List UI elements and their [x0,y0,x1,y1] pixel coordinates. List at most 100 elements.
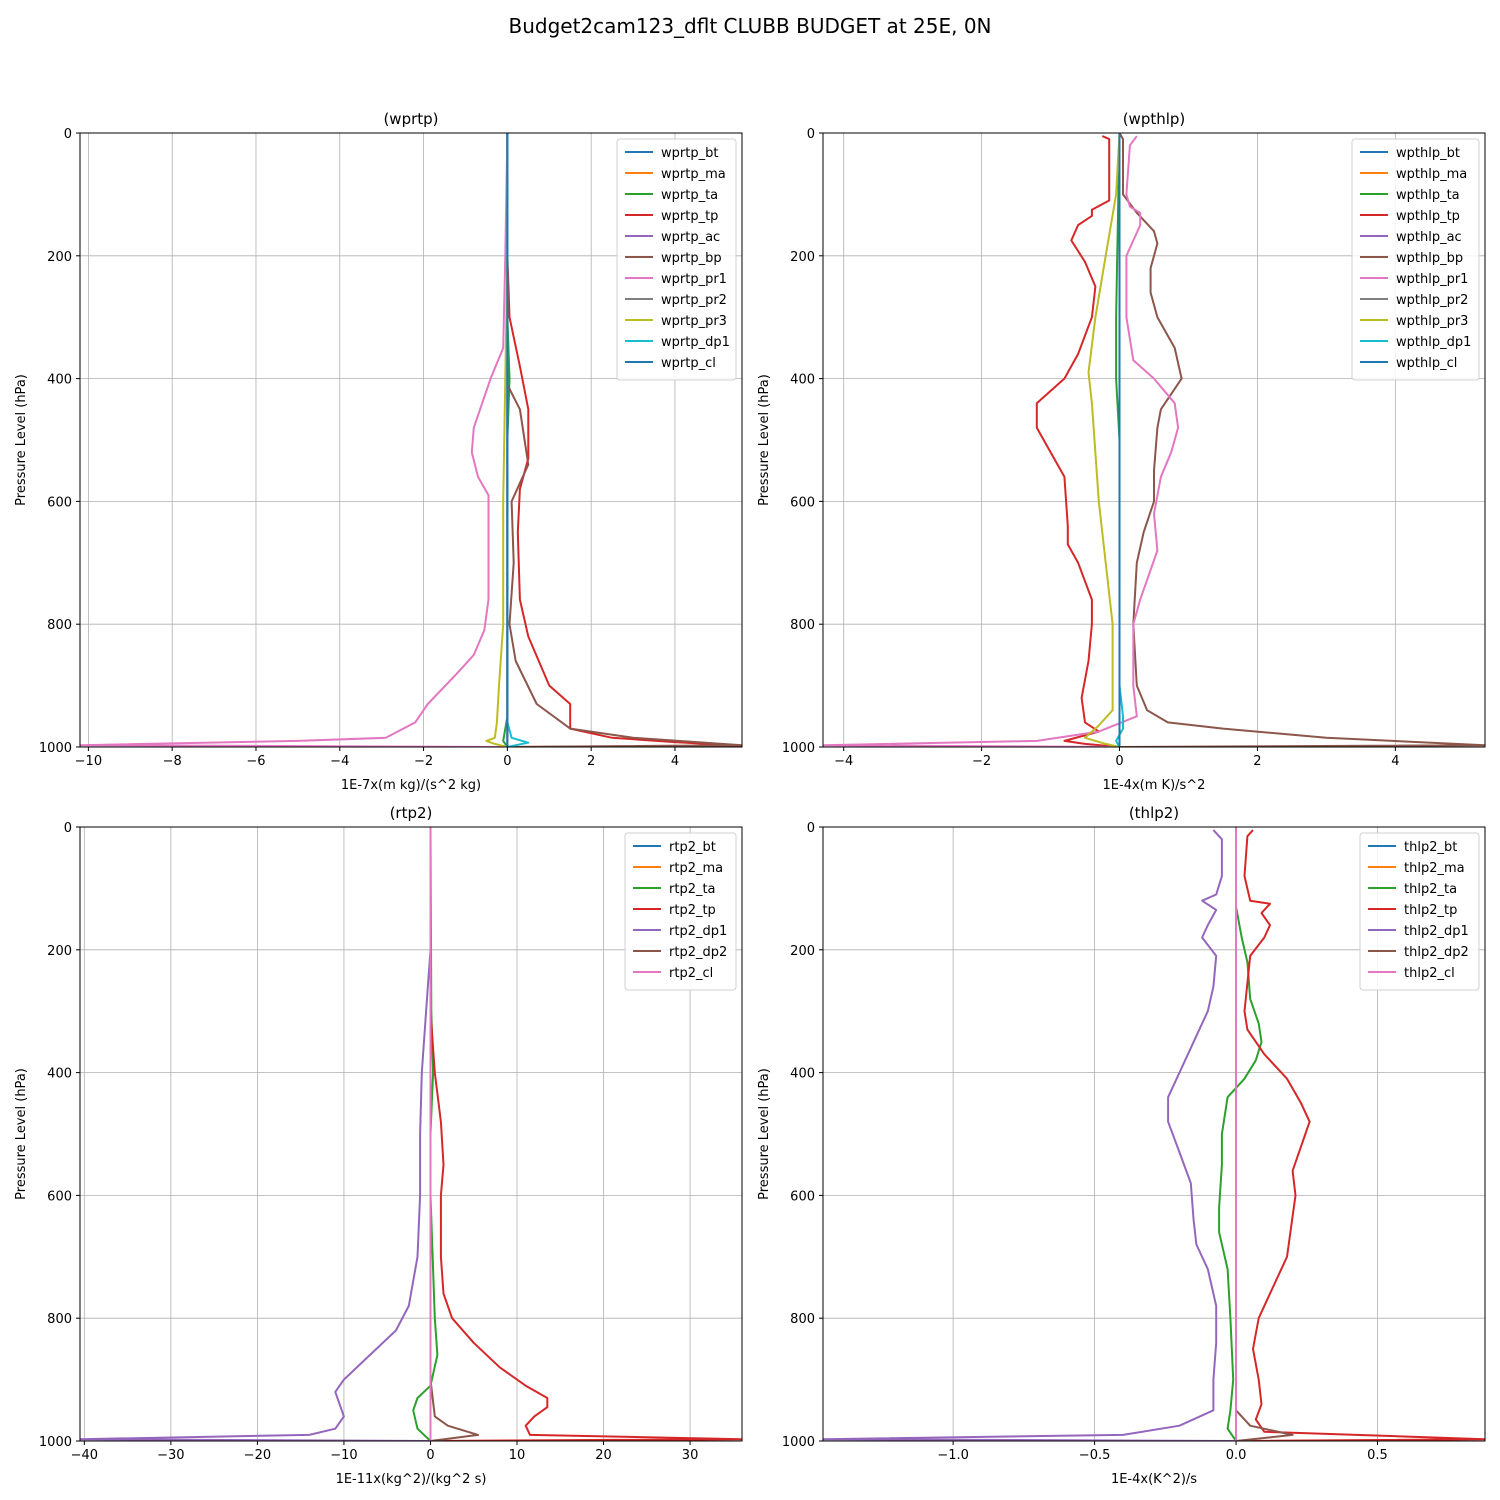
y-tick-label: 800 [47,618,72,633]
y-tick-label: 200 [47,250,72,265]
legend-entry: thlp2_dp1 [1404,924,1469,939]
x-tick-label: 0.0 [1226,1448,1247,1463]
y-tick-label: 400 [47,373,72,388]
legend-entry: wprtp_cl [661,356,716,371]
y-tick-label: 800 [790,1312,815,1327]
legend-entry: rtp2_bt [669,840,716,855]
x-tick-label: 4 [671,754,679,769]
x-tick-label: −40 [71,1448,98,1463]
legend: rtp2_bt rtp2_ma rtp2_ta rtp2_tp rtp2_dp1 rtp2… [624,832,737,991]
legend-entry: wprtp_tp [661,209,718,224]
y-tick-label: 0 [64,821,72,836]
x-tick-label: 4 [1391,754,1399,769]
y-tick-label: 1000 [39,741,72,756]
series-line-rtp2_dp1 [80,827,432,1441]
series-group [80,827,742,1441]
legend-entry: wpthlp_pr1 [1396,272,1468,287]
series-line-wprtp_pr1 [80,133,509,747]
subplot-title: (thlp2) [1129,804,1179,822]
plot-frame [79,132,743,748]
y-tick-label: 1000 [782,741,815,756]
x-tick-label: −2 [414,754,433,769]
legend-entry: wprtp_bt [661,146,718,161]
series-line-wpthlp_tp [1035,135,1120,747]
legend-entry: thlp2_bt [1404,840,1457,855]
y-tick-label: 800 [790,618,815,633]
y-axis-label: Pressure Level (hPa) [757,1068,772,1200]
x-tick-label: −10 [330,1448,357,1463]
y-tick-label: 400 [790,1067,815,1082]
y-axis-label: Pressure Level (hPa) [14,1068,29,1200]
x-tick-label: 2 [1253,754,1261,769]
series-line-wpthlp_pr3 [1084,133,1121,747]
legend-entry: wpthlp_cl [1396,356,1457,371]
y-tick-label: 200 [47,944,72,959]
subplot-title: (rtp2) [390,804,433,822]
y-tick-label: 800 [47,1312,72,1327]
subplot-wpthlp: −4 −2 0 2 4 0 200 400 600 800 1000 (wpthlp) 1E-4x(m … [757,110,1486,793]
legend-entry: wpthlp_dp1 [1396,335,1471,350]
legend-entry: wpthlp_ma [1396,167,1467,182]
x-axis-label: 1E-4x(m K)/s^2 [1103,778,1206,793]
legend-entry: wprtp_ac [661,230,720,245]
legend-entry: rtp2_dp1 [669,924,727,939]
legend-entry: wpthlp_pr3 [1396,314,1468,329]
y-tick-label: 0 [807,821,815,836]
legend-entry: rtp2_cl [669,966,713,981]
x-axis-label: 1E-4x(K^2)/s [1111,1472,1197,1487]
series-line-thlp2_ta [1218,827,1263,1441]
figure-title: Budget2cam123_dflt CLUBB BUDGET at 25E, … [508,14,992,38]
legend-entry: rtp2_ta [669,882,716,897]
subplot-wprtp: −10 −8 −6 −4 −2 0 2 4 0 200 400 600 800 1000 (wprtp) 1E… [14,110,743,793]
y-tick-label: 400 [47,1067,72,1082]
y-tick-label: 200 [790,944,815,959]
x-axis-label: 1E-11x(kg^2)/(kg^2 s) [336,1472,487,1487]
legend-entry: wprtp_dp1 [661,335,730,350]
legend-entry: thlp2_dp2 [1404,945,1469,960]
x-tick-label: −0.5 [1079,1448,1111,1463]
x-tick-label: −6 [246,754,265,769]
y-tick-label: 1000 [39,1435,72,1450]
series-group [823,827,1485,1441]
legend-entry: wprtp_pr3 [661,314,727,329]
x-tick-label: −8 [163,754,182,769]
x-tick-label: −2 [972,754,991,769]
y-tick-label: 200 [790,250,815,265]
legend-entry: thlp2_cl [1404,966,1455,981]
y-tick-label: 600 [790,495,815,510]
series-line-thlp2_tp [1235,829,1485,1441]
series-line-rtp2_tp [429,827,742,1441]
y-tick-label: 0 [64,127,72,142]
x-tick-label: −1.0 [937,1448,969,1463]
subplot-rtp2: −40 −30 −20 −10 0 10 20 30 0 200 400 600 800 1000 (rtp… [14,804,743,1487]
x-tick-label: −30 [157,1448,184,1463]
legend-entry: wpthlp_ta [1396,188,1460,203]
legend-entry: thlp2_ta [1404,882,1457,897]
x-tick-label: 20 [595,1448,612,1463]
legend-entry: wpthlp_ac [1396,230,1462,245]
subplot-thlp2: −1.0 −0.5 0.0 0.5 0 200 400 600 800 1000 (thlp2) 1E… [757,804,1486,1487]
y-axis-label: Pressure Level (hPa) [14,374,29,506]
legend: thlp2_bt thlp2_ma thlp2_ta thlp2_tp thlp2_dp… [1359,832,1480,991]
legend-entry: wprtp_ta [661,188,718,203]
legend-entry: wprtp_pr2 [661,293,727,308]
y-tick-label: 1000 [782,1435,815,1450]
legend-entry: wprtp_pr1 [661,272,727,287]
subplot-title: (wprtp) [383,110,438,128]
x-tick-label: −20 [244,1448,271,1463]
legend-entry: wpthlp_tp [1396,209,1460,224]
x-tick-label: −4 [330,754,349,769]
plot-frame [79,826,743,1442]
x-tick-label: 0.5 [1367,1448,1388,1463]
series-group [80,133,742,747]
legend-entry: wpthlp_pr2 [1396,293,1468,308]
y-tick-label: 400 [790,373,815,388]
series-line-wprtp_tp [506,133,742,747]
y-axis-label: Pressure Level (hPa) [757,374,772,506]
x-tick-label: 0 [503,754,511,769]
series-line-thlp2_dp2 [1235,827,1294,1441]
legend-entry: wprtp_bp [661,251,722,266]
legend-entry: rtp2_dp2 [669,945,727,960]
x-axis-label: 1E-7x(m kg)/(s^2 kg) [341,778,481,793]
